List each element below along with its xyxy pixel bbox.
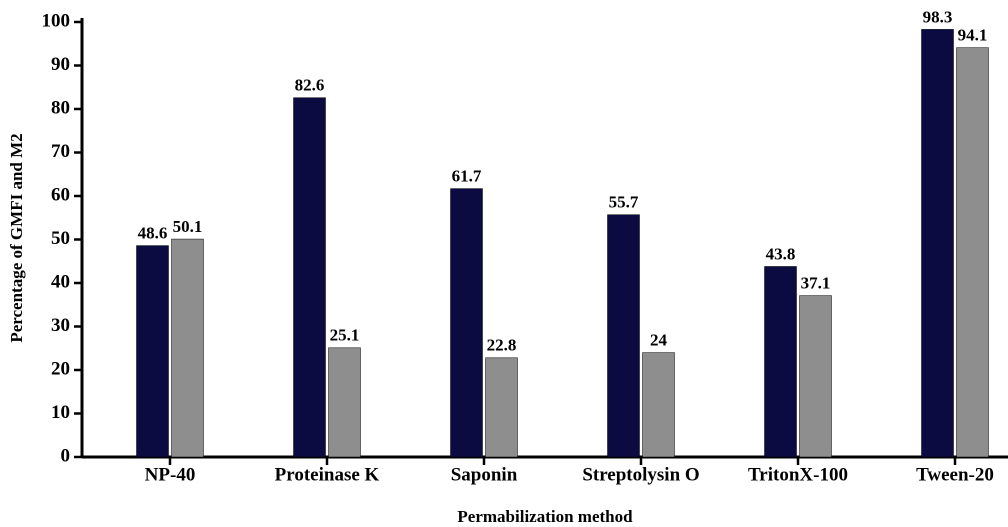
value-label: 25.1 <box>330 326 360 345</box>
y-tick-label: 0 <box>61 445 71 466</box>
x-tick-label: Proteinase K <box>275 464 380 485</box>
value-label: 94.1 <box>958 26 988 45</box>
y-tick-label: 60 <box>51 184 70 205</box>
bar <box>607 214 640 458</box>
y-axis-title: Percentage of GMFI and M2 <box>7 133 26 342</box>
bar <box>956 47 989 458</box>
x-axis-title: Permabilization method <box>457 507 633 526</box>
x-tick-label: Streptolysin O <box>582 464 699 485</box>
x-tick-label: TritonX-100 <box>748 464 848 485</box>
value-label: 98.3 <box>923 7 953 26</box>
bar <box>136 245 169 458</box>
y-tick-label: 80 <box>51 97 70 118</box>
y-tick-label: 30 <box>51 315 70 336</box>
value-label: 43.8 <box>766 244 796 263</box>
value-label: 55.7 <box>609 193 639 212</box>
value-label: 37.1 <box>801 274 831 293</box>
y-tick-label: 50 <box>51 228 70 249</box>
bar <box>171 238 204 458</box>
y-tick-label: 20 <box>51 358 70 379</box>
y-tick-label: 10 <box>51 402 70 423</box>
bar <box>293 97 326 458</box>
x-tick-label: NP-40 <box>145 464 196 485</box>
value-label: 61.7 <box>452 167 482 186</box>
y-tick-label: 40 <box>51 271 70 292</box>
value-label: 22.8 <box>487 336 517 355</box>
bar <box>450 188 483 458</box>
value-label: 50.1 <box>173 217 203 236</box>
bar <box>799 295 832 458</box>
y-tick-label: 70 <box>51 141 70 162</box>
value-label: 48.6 <box>138 223 168 242</box>
bar <box>921 29 954 458</box>
value-label: 24 <box>650 331 668 350</box>
x-tick-label: Saponin <box>451 464 518 485</box>
bar <box>485 357 518 458</box>
value-label: 82.6 <box>295 76 325 95</box>
x-tick-label: Tween-20 <box>916 464 994 485</box>
y-tick-label: 100 <box>42 10 71 31</box>
bar <box>328 347 361 458</box>
bar <box>642 352 675 458</box>
y-tick-label: 90 <box>51 54 70 75</box>
bar <box>764 266 797 458</box>
